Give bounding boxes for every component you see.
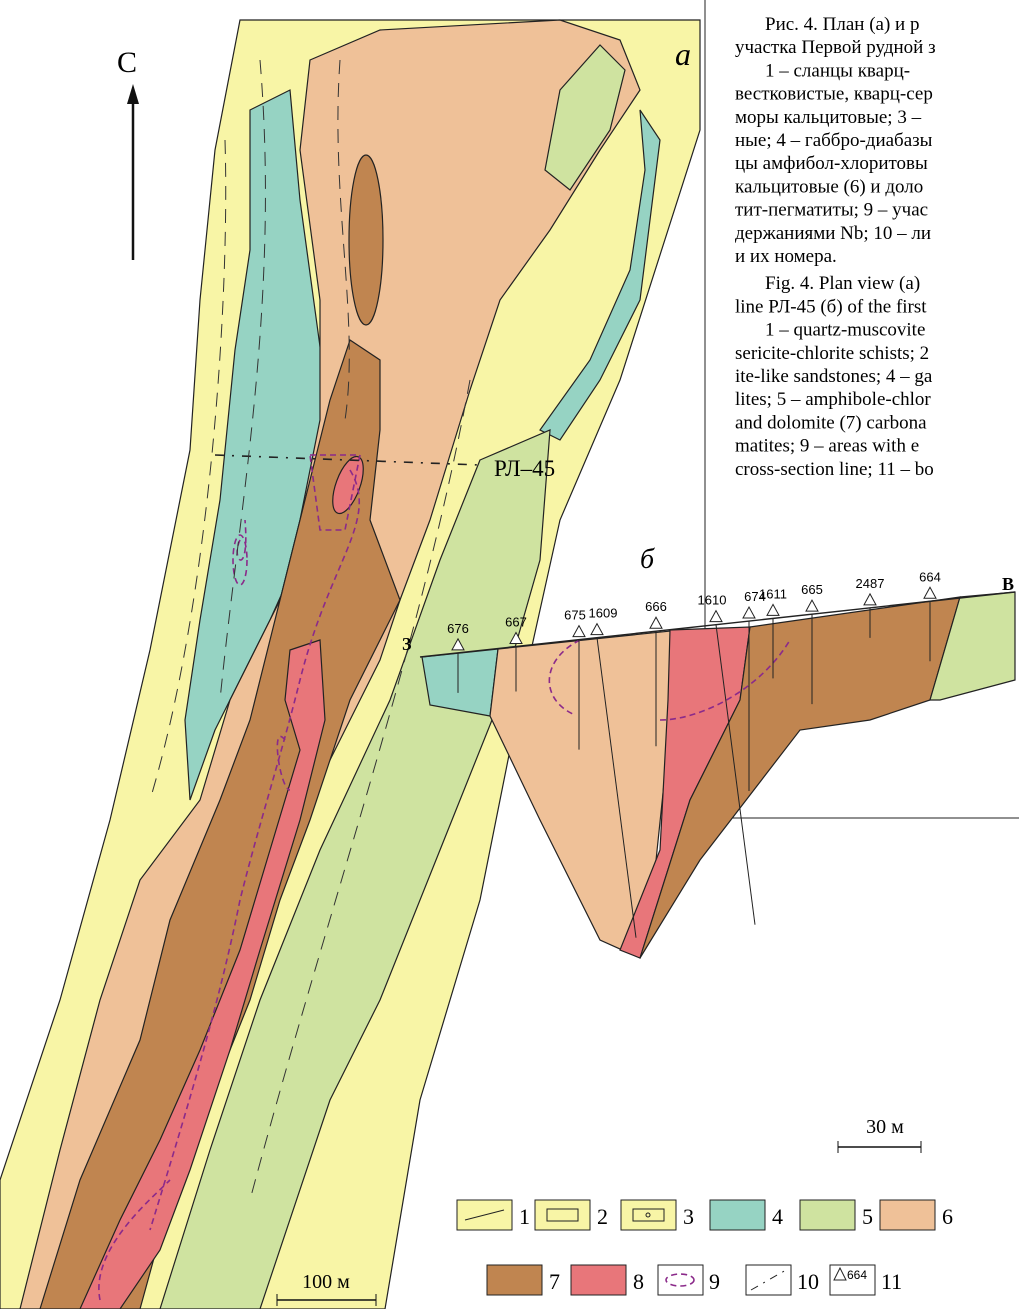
caption-line: держаниями Nb; 10 – ли <box>735 223 931 244</box>
borehole-marker <box>650 617 662 628</box>
caption-line: 1 – сланцы кварц- <box>765 60 910 81</box>
legend-swatch <box>710 1200 765 1230</box>
legend-number: 4 <box>772 1204 783 1229</box>
legend-icon-label: 664 <box>847 1268 867 1282</box>
legend-number: 5 <box>862 1204 873 1229</box>
borehole-marker <box>591 624 603 635</box>
caption-line: и их номера. <box>735 246 837 267</box>
panel-label: б <box>640 544 655 575</box>
borehole-label: 1610 <box>698 593 727 608</box>
caption-line: cross-section line; 11 – bo <box>735 459 934 480</box>
caption-line: тит-пегматиты; 9 – учас <box>735 200 928 221</box>
borehole-label: 676 <box>447 621 469 636</box>
borehole-marker <box>710 611 722 622</box>
east-label: В <box>1002 574 1014 594</box>
caption-line: кальцитовые (6) и доло <box>735 176 923 197</box>
legend-swatch <box>571 1265 626 1295</box>
legend-number: 11 <box>881 1269 902 1294</box>
legend-swatch <box>746 1265 791 1295</box>
scale-label: 100 м <box>302 1271 350 1293</box>
borehole-marker <box>573 626 585 637</box>
borehole-marker <box>924 587 936 598</box>
north-label: С <box>117 46 137 79</box>
borehole-label: 1609 <box>589 606 618 621</box>
legend-number: 8 <box>633 1269 644 1294</box>
caption-line: участка Первой рудной з <box>735 37 936 58</box>
caption-line: 1 – quartz-muscovite <box>765 320 925 341</box>
borehole-marker <box>864 594 876 605</box>
legend-number: 7 <box>549 1269 560 1294</box>
panel-label: а <box>675 36 691 72</box>
figure: С а РЛ–45 100 м Рис. 4. План (а) и ручас… <box>0 0 1019 1309</box>
borehole-label: 675 <box>564 608 586 623</box>
borehole-label: 665 <box>801 582 823 597</box>
profile-label: РЛ–45 <box>494 456 555 481</box>
legend-swatch <box>880 1200 935 1230</box>
legend-number: 9 <box>709 1269 720 1294</box>
legend-swatch <box>658 1265 703 1295</box>
caption-line: ные; 4 – габбро-диабазы <box>735 130 933 151</box>
legend-number: 3 <box>683 1204 694 1229</box>
borehole-marker <box>743 607 755 618</box>
legend-swatch <box>535 1200 590 1230</box>
legend-number: 1 <box>519 1204 530 1229</box>
caption-line: line РЛ-45 (б) of the first <box>735 296 927 317</box>
caption-line: вестковистые, кварц-сер <box>735 84 933 105</box>
caption-line: and dolomite (7) carbona <box>735 412 927 433</box>
legend-number: 10 <box>797 1269 819 1294</box>
caption-line: lites; 5 – amphibole-chlor <box>735 389 931 410</box>
caption-line: Fig. 4. Plan view (a) <box>765 273 920 294</box>
legend-swatch <box>487 1265 542 1295</box>
legend-number: 6 <box>942 1204 953 1229</box>
borehole-label: 667 <box>505 615 527 630</box>
caption-line: ite-like sandstones; 4 – ga <box>735 366 933 387</box>
caption-line: matites; 9 – areas with e <box>735 436 919 457</box>
borehole-label: 2487 <box>856 576 885 591</box>
caption-line: моры кальцитовые; 3 – <box>735 107 922 128</box>
borehole-label: 666 <box>645 599 667 614</box>
west-label: З <box>402 634 412 654</box>
legend-number: 2 <box>597 1204 608 1229</box>
caption-line: Рис. 4. План (а) и р <box>765 14 919 35</box>
legend-swatch <box>800 1200 855 1230</box>
caption-line: цы амфибол-хлоритовы <box>735 153 928 174</box>
scale-label: 30 м <box>866 1116 904 1138</box>
caption-line: sericite-chlorite schists; 2 <box>735 343 929 364</box>
borehole-marker <box>806 600 818 611</box>
borehole-label: 664 <box>919 569 941 584</box>
borehole-marker <box>767 604 779 615</box>
borehole-label: 1611 <box>759 586 787 601</box>
legend: 1 2 3 4 5 6 7 8 9 10 11 664 <box>457 1200 953 1295</box>
legend-swatch <box>621 1200 676 1230</box>
